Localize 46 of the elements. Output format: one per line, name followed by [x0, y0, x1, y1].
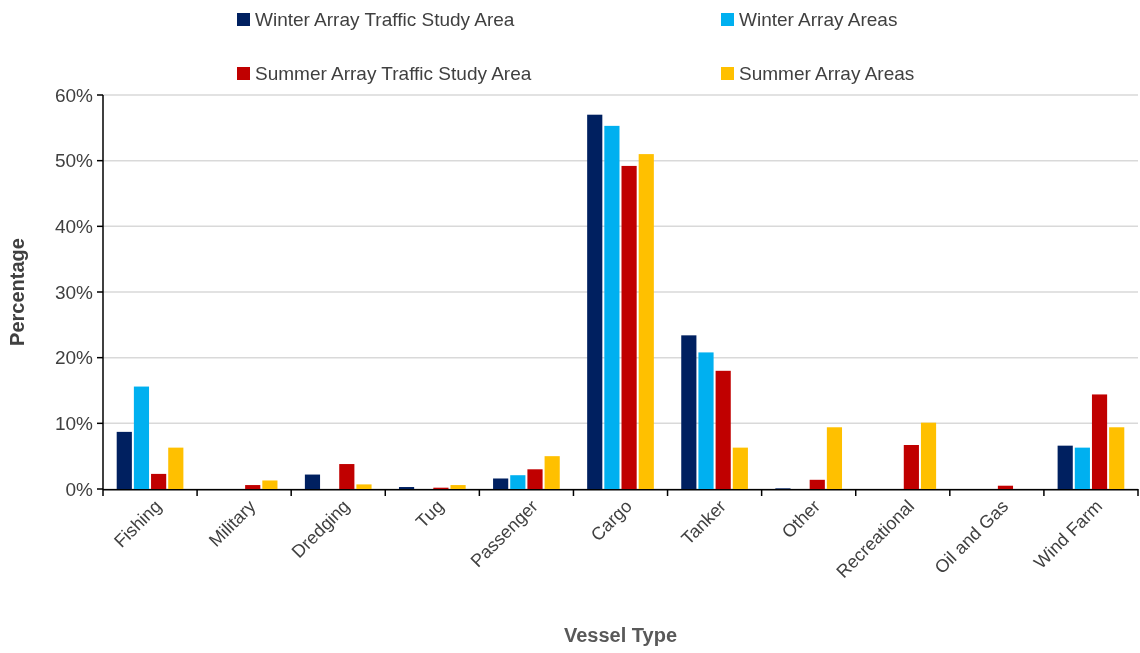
bar: [450, 485, 466, 489]
bar: [544, 456, 560, 489]
legend-label: Summer Array Areas: [739, 63, 915, 84]
bar: [997, 485, 1014, 489]
bar: [604, 125, 620, 489]
legend-label: Winter Array Traffic Study Area: [255, 9, 515, 30]
bar: [587, 114, 603, 489]
bar: [1057, 445, 1073, 489]
bar: [698, 352, 714, 489]
bar: [493, 478, 509, 489]
bar: [826, 427, 843, 489]
bar: [151, 473, 167, 489]
y-tick-label: 50%: [54, 150, 94, 172]
bar: [527, 469, 543, 489]
x-axis-title: Vessel Type: [563, 624, 678, 646]
y-tick-label: 60%: [54, 84, 94, 106]
bar: [1074, 447, 1090, 489]
y-tick-label: 10%: [54, 412, 94, 434]
bar: [356, 484, 372, 489]
x-tick-label: Tug: [411, 496, 448, 532]
y-tick-label: 0%: [65, 478, 94, 500]
bar: [1109, 427, 1125, 489]
bar: [133, 386, 150, 489]
bar: [920, 422, 937, 489]
bar: [621, 165, 637, 489]
y-tick-label: 30%: [54, 281, 94, 303]
y-axis-title: Percentage: [6, 238, 28, 346]
bar: [1091, 394, 1108, 489]
y-tick-label: 40%: [54, 215, 94, 237]
bar: [681, 335, 697, 489]
bar: [245, 485, 261, 489]
y-tick-label: 20%: [54, 347, 94, 369]
bar: [168, 447, 184, 489]
x-tick-label: Oil and Gas: [930, 496, 1013, 578]
legend-label: Summer Array Traffic Study Area: [255, 63, 532, 84]
legend-label: Winter Array Areas: [739, 9, 898, 30]
bar: [903, 445, 919, 489]
bar: [638, 154, 654, 489]
bar: [510, 475, 526, 489]
bar: [732, 447, 748, 489]
bar: [116, 431, 132, 489]
bar: [809, 479, 825, 489]
bar: [715, 370, 731, 489]
bar: [262, 480, 278, 489]
bar: [304, 474, 321, 489]
bar: [339, 464, 355, 489]
